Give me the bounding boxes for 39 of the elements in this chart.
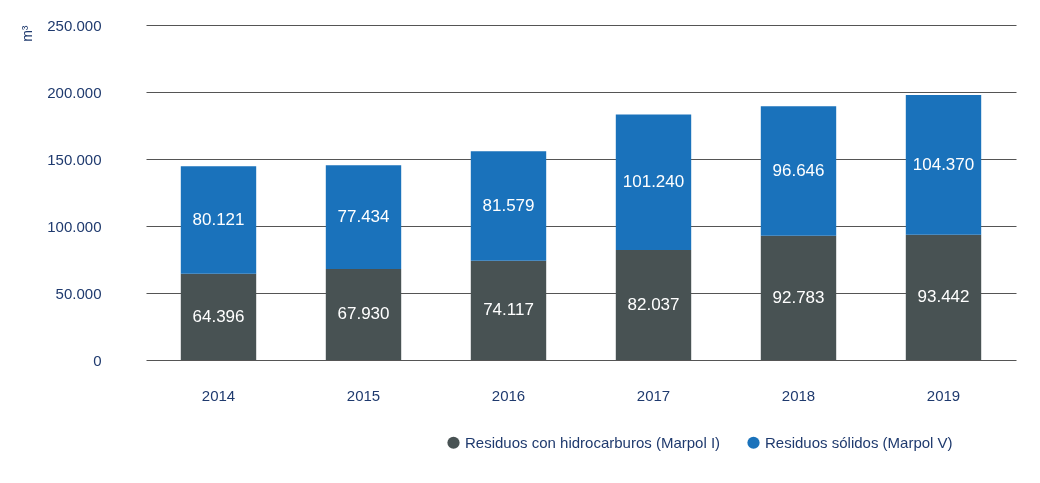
data-label: 80.121	[192, 210, 245, 230]
bar	[470, 151, 547, 261]
y-tick-label: 0	[93, 351, 102, 369]
data-label: 101.240	[622, 172, 685, 192]
data-label: 96.646	[772, 160, 825, 180]
bar	[615, 250, 692, 360]
data-label: 81.579	[482, 196, 535, 216]
x-tick-label: 2018	[781, 386, 816, 404]
bar	[905, 94, 982, 235]
data-label: 67.930	[337, 304, 390, 324]
bar	[905, 234, 982, 360]
data-label: 74.117	[483, 300, 534, 320]
x-tick-label: 2019	[926, 386, 961, 404]
bar	[760, 235, 837, 360]
bar	[325, 268, 402, 360]
y-axis-title: m³	[18, 25, 35, 42]
y-tick-label: 50.000	[55, 284, 102, 302]
y-tick-label: 150.000	[47, 150, 102, 168]
data-label: 64.396	[192, 306, 245, 326]
bar	[615, 114, 692, 251]
x-tick-label: 2016	[491, 386, 526, 404]
x-tick-label: 2015	[346, 386, 381, 404]
data-label: 92.783	[772, 287, 825, 307]
y-tick-label: 250.000	[47, 16, 102, 34]
data-label: 82.037	[627, 295, 680, 315]
bar	[180, 273, 257, 360]
y-tick-label: 100.000	[47, 217, 102, 235]
legend-label: Residuos con hidrocarburos (Marpol I)	[465, 433, 721, 451]
bar	[180, 166, 257, 274]
x-tick-label: 2017	[636, 386, 671, 404]
y-tick-label: 200.000	[47, 83, 102, 101]
data-label: 93.442	[917, 287, 970, 307]
x-tick-label: 2014	[201, 386, 236, 404]
data-label: 104.370	[912, 154, 975, 174]
bar	[760, 106, 837, 236]
bar	[325, 165, 402, 269]
data-label: 77.434	[337, 207, 390, 227]
legend-label: Residuos sólidos (Marpol V)	[765, 433, 953, 451]
bar	[470, 260, 547, 360]
